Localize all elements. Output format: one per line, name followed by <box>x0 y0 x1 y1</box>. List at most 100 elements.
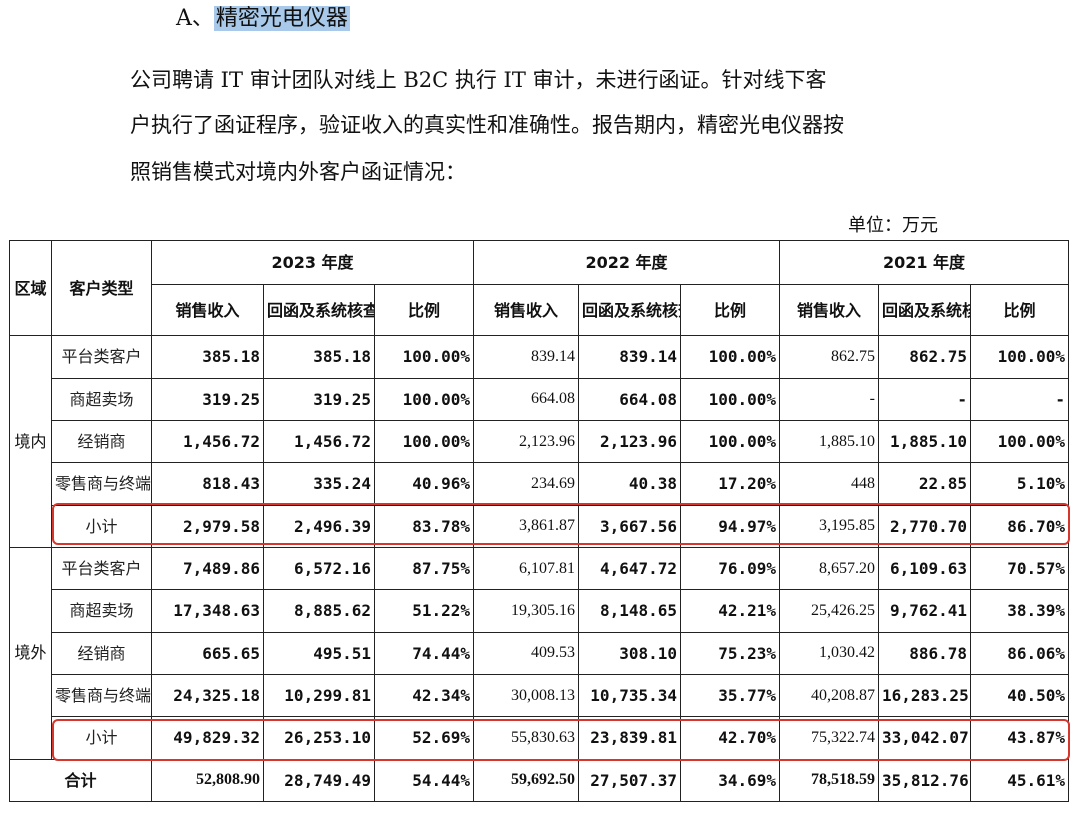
table-row: 零售商与终端 818.43 335.24 40.96% 234.69 40.38 17.20… <box>10 462 1069 506</box>
value-cell: 100.00% <box>970 335 1069 379</box>
value-cell: 308.10 <box>578 631 681 675</box>
header-region: 区域 <box>9 239 52 337</box>
value-cell: 100.00% <box>374 335 474 379</box>
customer-type-cell: 零售商与终端 <box>51 462 152 506</box>
value-cell: 409.53 <box>473 631 579 675</box>
value-cell: 83.78% <box>374 504 474 548</box>
value-cell: 100.00% <box>680 335 780 379</box>
value-cell: 2,123.96 <box>578 419 681 464</box>
value-cell: 385.18 <box>263 335 375 379</box>
value-cell: 8,885.62 <box>263 589 375 633</box>
table-row: 境内 平台类客户 385.18 385.18 100.00% 839.14 839.14 10… <box>9 335 1069 548</box>
header-row-columns: 销售收入 回函及系统核查 比例 销售收入 回函及系统核查 比例 销售收入 回函及… <box>10 284 1069 337</box>
section-heading: A、精密光电仪器 <box>176 4 350 34</box>
header-sales: 销售收入 <box>473 284 579 337</box>
header-confirmed: 回函及系统核查 <box>578 284 681 337</box>
value-cell: 495.51 <box>263 631 375 675</box>
value-cell: 26,253.10 <box>263 716 375 760</box>
value-cell: 5.10% <box>970 462 1069 506</box>
value-cell: 319.25 <box>151 377 264 421</box>
value-cell: 74.44% <box>374 631 474 675</box>
value-cell: 33,042.07 <box>878 716 971 760</box>
value-cell: 87.75% <box>374 546 474 591</box>
value-cell: - <box>970 377 1069 421</box>
value-cell: 42.70% <box>680 716 780 760</box>
value-cell: 42.34% <box>374 673 474 718</box>
value-cell: 6,109.63 <box>878 546 971 591</box>
header-ratio: 比例 <box>374 284 474 337</box>
heading-prefix: A、 <box>176 6 214 31</box>
value-cell: 19,305.16 <box>473 589 579 633</box>
total-cell: 59,692.50 <box>473 758 579 803</box>
value-cell: 25,426.25 <box>779 589 879 633</box>
value-cell: 6,572.16 <box>263 546 375 591</box>
value-cell: 40.50% <box>970 673 1069 718</box>
total-row: 合计 52,808.90 28,749.49 54.44% 59,692.50 … <box>9 758 1069 803</box>
value-cell: 70.57% <box>970 546 1069 591</box>
total-cell: 28,749.49 <box>263 758 375 803</box>
value-cell: 35.77% <box>680 673 780 718</box>
value-cell: 665.65 <box>151 631 264 675</box>
table-row: 商超卖场 17,348.63 8,885.62 51.22% 19,305.16 8,14… <box>10 589 1069 633</box>
value-cell: 2,496.39 <box>263 504 375 548</box>
value-cell: 8,657.20 <box>779 546 879 591</box>
value-cell: 664.08 <box>578 377 681 421</box>
value-cell: 100.00% <box>374 419 474 464</box>
customer-type-cell: 平台类客户 <box>51 335 152 379</box>
value-cell: 818.43 <box>151 462 264 506</box>
value-cell: 16,283.25 <box>878 673 971 718</box>
value-cell: 1,456.72 <box>151 419 264 464</box>
region-overseas: 境外 <box>9 546 52 760</box>
value-cell: 100.00% <box>374 377 474 421</box>
value-cell: 1,885.10 <box>878 419 971 464</box>
header-row-years: 区域 客户类型 2023 年度 2022 年度 2021 年度 <box>9 239 1069 337</box>
header-year-2022: 2022 年度 <box>473 239 780 286</box>
customer-type-cell: 经销商 <box>51 631 152 675</box>
value-cell: 7,489.86 <box>151 546 264 591</box>
value-cell: 86.06% <box>970 631 1069 675</box>
value-cell: 385.18 <box>151 335 264 379</box>
customer-type-cell: 零售商与终端 <box>51 673 152 718</box>
value-cell: 4,647.72 <box>578 546 681 591</box>
value-cell: 319.25 <box>263 377 375 421</box>
header-customer-type: 客户类型 <box>51 239 152 337</box>
subtotal-row: 小计 2,979.58 2,496.39 83.78% 3,861.87 3,667.56… <box>10 504 1069 548</box>
value-cell: 10,735.34 <box>578 673 681 718</box>
value-cell: 2,979.58 <box>151 504 264 548</box>
value-cell: 100.00% <box>680 419 780 464</box>
value-cell: 886.78 <box>878 631 971 675</box>
customer-type-cell: 小计 <box>51 504 152 548</box>
value-cell: 100.00% <box>970 419 1069 464</box>
total-cell: 78,518.59 <box>779 758 879 803</box>
value-cell: 17.20% <box>680 462 780 506</box>
value-cell: 43.87% <box>970 716 1069 760</box>
value-cell: 1,030.42 <box>779 631 879 675</box>
total-cell: 45.61% <box>970 758 1069 803</box>
value-cell: 9,762.41 <box>878 589 971 633</box>
customer-type-cell: 小计 <box>51 716 152 760</box>
header-confirmed: 回函及系统核查 <box>263 284 375 337</box>
table-row: 零售商与终端 24,325.18 10,299.81 42.34% 30,008.13 1… <box>10 673 1069 718</box>
unit-label: 单位：万元 <box>848 215 938 236</box>
value-cell: 839.14 <box>578 335 681 379</box>
customer-type-cell: 商超卖场 <box>51 589 152 633</box>
header-sales: 销售收入 <box>779 284 879 337</box>
customer-type-cell: 经销商 <box>51 419 152 464</box>
domestic-section: 境内 平台类客户 385.18 385.18 100.00% 839.14 839.14 10… <box>9 335 1069 548</box>
value-cell: 30,008.13 <box>473 673 579 718</box>
paragraph-line-2: 户执行了函证程序，验证收入的真实性和准确性。报告期内，精密光电仪器按 <box>130 113 844 137</box>
value-cell: 40.38 <box>578 462 681 506</box>
total-cell: 34.69% <box>680 758 780 803</box>
header-confirmed: 回函及系统核查 <box>878 284 971 337</box>
value-cell: 3,861.87 <box>473 504 579 548</box>
value-cell: 75,322.74 <box>779 716 879 760</box>
value-cell: 448 <box>779 462 879 506</box>
value-cell: 38.39% <box>970 589 1069 633</box>
subtotal-row: 小计 49,829.32 26,253.10 52.69% 55,830.63 23,83… <box>10 716 1069 760</box>
total-cell: 52,808.90 <box>151 758 264 803</box>
value-cell: 664.08 <box>473 377 579 421</box>
value-cell: 10,299.81 <box>263 673 375 718</box>
confirmation-table: 区域 客户类型 2023 年度 2022 年度 2021 年度 销售收入 回函及… <box>9 239 1069 803</box>
value-cell: 234.69 <box>473 462 579 506</box>
value-cell: 52.69% <box>374 716 474 760</box>
